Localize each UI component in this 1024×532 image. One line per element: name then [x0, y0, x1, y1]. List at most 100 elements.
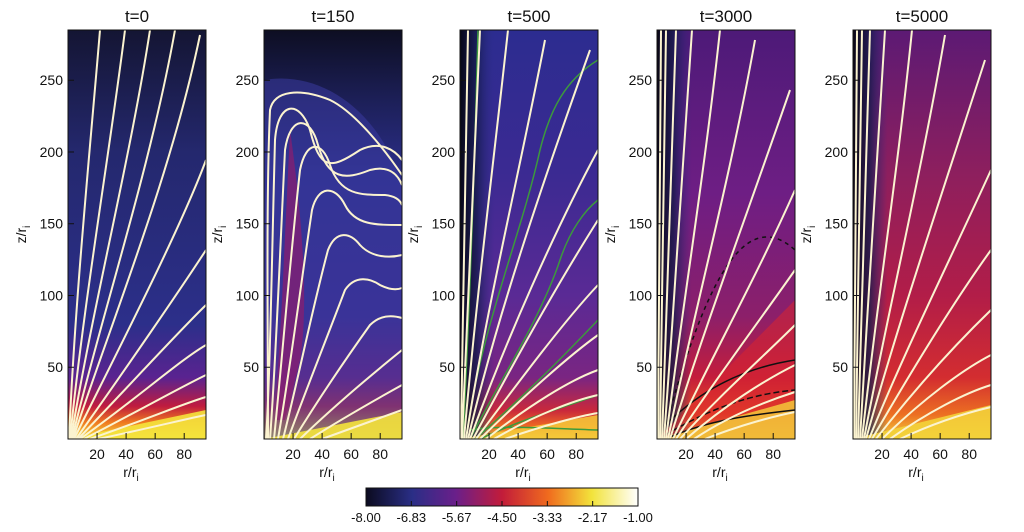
panel-title-t3000: t=3000 [700, 7, 752, 26]
x-axis-label-main: r/r [712, 464, 726, 480]
axis-shadow-t500 [460, 30, 598, 439]
y-axis-label-sub: i [218, 226, 229, 228]
field-lines-t5000 [853, 29, 992, 440]
x-tick-label: 40 [903, 446, 919, 462]
y-tick-label: 250 [40, 72, 64, 88]
y-axis-label-sub: i [807, 226, 818, 228]
panel-t0: t=0 [67, 7, 207, 440]
y-tick-label: 250 [432, 72, 456, 88]
plot-frame-t500 [459, 29, 599, 440]
x-tick-label: 20 [89, 446, 105, 462]
x-axis-label: r/ri [908, 464, 923, 484]
x-axis-label-main: r/r [908, 464, 922, 480]
y-tick-label: 200 [629, 144, 653, 160]
x-tick-label: 20 [874, 446, 890, 462]
panel-t3000: t=3000 [656, 7, 796, 440]
y-axis-label-main: z/r [602, 228, 618, 244]
field-lines-t150 [265, 91, 403, 440]
y-axis-label-sub: i [611, 226, 622, 228]
y-axis-label: z/ri [602, 226, 622, 244]
y-tick-label: 200 [40, 144, 64, 160]
x-axis-label: r/ri [319, 464, 334, 484]
y-axis-label: z/ri [798, 226, 818, 244]
x-tick-label: 20 [481, 446, 497, 462]
contours-black-t3000 [659, 236, 796, 440]
colorbar: -8.00 -6.83 -5.67 -4.50 -3.33 -2.17 -1.00 [351, 487, 653, 525]
colorbar-tick-label: -8.00 [351, 510, 381, 525]
x-tick-label: 80 [176, 446, 192, 462]
y-tick-label: 150 [40, 216, 64, 232]
y-tick-label: 200 [236, 144, 260, 160]
colorbar-tick-label: -5.67 [442, 510, 472, 525]
colorbar-tick-label: -3.33 [533, 510, 563, 525]
y-tick-label: 50 [439, 359, 455, 375]
y-tick-label: 150 [629, 216, 653, 232]
y-axis-label: z/ri [13, 226, 33, 244]
y-tick-label: 50 [243, 359, 259, 375]
plot-frame-t3000 [656, 29, 796, 440]
panel-t5000: t=5000 [852, 7, 992, 440]
x-axis-label-sub: i [725, 473, 727, 484]
panel-title-t5000: t=5000 [896, 7, 948, 26]
disk-surface-t0 [68, 410, 206, 439]
panel-t500: t=500 [459, 7, 599, 440]
field-lines-t500 [460, 29, 599, 440]
x-axis-label-main: r/r [515, 464, 529, 480]
field-lines-t3000 [657, 29, 796, 440]
y-tick-label: 200 [825, 144, 849, 160]
y-axis-label-main: z/r [209, 228, 225, 244]
x-axis-label-main: r/r [123, 464, 137, 480]
y-tick-label: 100 [432, 287, 456, 303]
y-axis-label: z/ri [405, 226, 425, 244]
x-axis-label-sub: i [921, 473, 923, 484]
x-tick-label: 20 [678, 446, 694, 462]
x-tick-label: 60 [539, 446, 555, 462]
plot-frame-t5000 [852, 29, 992, 440]
y-axis-label-sub: i [414, 226, 425, 228]
y-tick-label: 200 [432, 144, 456, 160]
x-tick-label: 80 [765, 446, 781, 462]
x-tick-label: 80 [568, 446, 584, 462]
panel-t150: t=150 [263, 7, 403, 440]
x-tick-label: 60 [932, 446, 948, 462]
x-tick-label: 60 [147, 446, 163, 462]
y-tick-label: 100 [825, 287, 849, 303]
y-tick-label: 150 [432, 216, 456, 232]
y-tick-label: 250 [236, 72, 260, 88]
x-axis-label-sub: i [528, 473, 530, 484]
x-axis-label: r/ri [515, 464, 530, 484]
y-tick-label: 150 [825, 216, 849, 232]
y-axis-label-main: z/r [798, 228, 814, 244]
x-axis-label-sub: i [136, 473, 138, 484]
y-tick-label: 50 [47, 359, 63, 375]
axis-shadow-t5000 [853, 30, 991, 439]
colorbar-ticks: -8.00 -6.83 -5.67 -4.50 -3.33 -2.17 -1.00 [351, 501, 653, 525]
x-tick-label: 60 [736, 446, 752, 462]
colorbar-tick-label: -2.17 [578, 510, 608, 525]
y-tick-label: 50 [636, 359, 652, 375]
y-axis-label: z/ri [209, 226, 229, 244]
y-axis-label-main: z/r [405, 228, 421, 244]
x-tick-label: 40 [707, 446, 723, 462]
y-tick-label: 150 [236, 216, 260, 232]
y-tick-label: 100 [40, 287, 64, 303]
y-tick-label: 250 [629, 72, 653, 88]
x-tick-label: 20 [285, 446, 301, 462]
x-axis-label: r/ri [123, 464, 138, 484]
x-tick-label: 80 [961, 446, 977, 462]
x-axis-label: r/ri [712, 464, 727, 484]
plot-frame-t0 [67, 29, 207, 440]
y-axis-label-main: z/r [13, 228, 29, 244]
x-tick-label: 40 [314, 446, 330, 462]
field-lines-t0 [68, 29, 207, 440]
colorbar-tick-label: -6.83 [397, 510, 427, 525]
y-axis-label-sub: i [22, 226, 33, 228]
x-tick-label: 80 [372, 446, 388, 462]
y-tick-label: 50 [832, 359, 848, 375]
x-axis-label-main: r/r [319, 464, 333, 480]
x-tick-label: 60 [343, 446, 359, 462]
x-axis-label-sub: i [332, 473, 334, 484]
x-tick-label: 40 [510, 446, 526, 462]
